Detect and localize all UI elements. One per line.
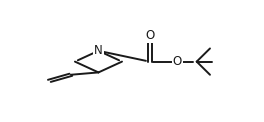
Text: O: O (173, 55, 182, 68)
Text: O: O (145, 29, 154, 42)
Text: N: N (94, 44, 103, 57)
